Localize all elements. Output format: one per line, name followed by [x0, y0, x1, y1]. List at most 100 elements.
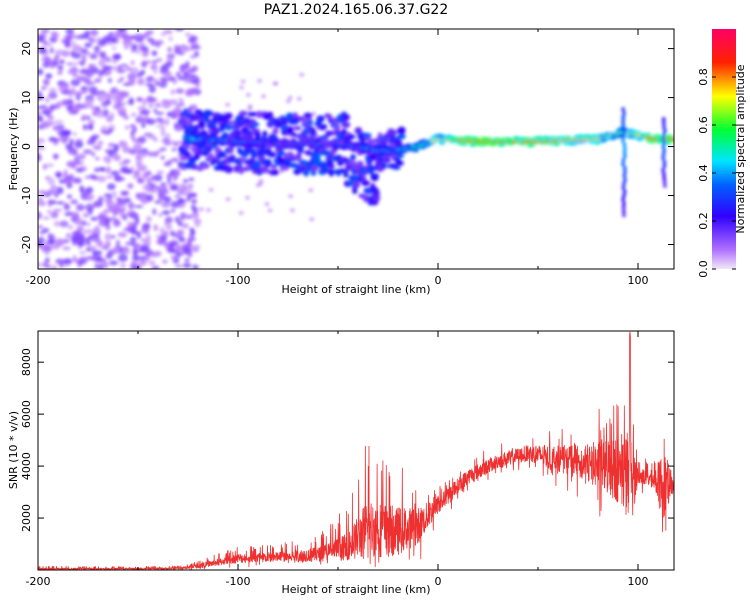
- spike-blob: [622, 173, 627, 178]
- colorbar-tick-label: 0.4: [697, 164, 710, 182]
- noise-blob: [240, 79, 246, 84]
- noise-blob: [83, 229, 94, 234]
- noise-blob: [123, 44, 130, 50]
- noise-blob: [85, 247, 92, 252]
- spike-blob: [621, 138, 625, 143]
- spectral-blob: [272, 170, 279, 175]
- noise-blob: [66, 233, 71, 238]
- spectral-blob: [346, 134, 356, 140]
- noise-blob: [107, 77, 112, 84]
- noise-blob: [170, 201, 181, 208]
- spectral-blob: [183, 151, 192, 157]
- noise-blob: [64, 39, 71, 48]
- noise-blob: [132, 266, 139, 269]
- noise-blob: [148, 260, 156, 265]
- noise-blob: [116, 68, 126, 74]
- noise-blob: [149, 78, 159, 83]
- spectral-blob: [391, 165, 401, 170]
- spectral-blob: [354, 127, 363, 135]
- noise-blob: [105, 99, 112, 106]
- noise-blob: [75, 168, 84, 173]
- noise-blob: [54, 192, 59, 198]
- noise-blob: [162, 259, 168, 264]
- noise-blob: [85, 81, 96, 86]
- noise-blob: [123, 227, 132, 232]
- noise-blob: [153, 137, 158, 142]
- spectral-blob: [363, 133, 372, 138]
- noise-blob: [154, 111, 164, 115]
- noise-blob: [135, 49, 141, 54]
- noise-blob: [49, 47, 54, 54]
- noise-blob: [113, 97, 118, 105]
- noise-blob: [177, 75, 186, 81]
- noise-blob: [38, 236, 45, 244]
- noise-blob: [124, 169, 133, 174]
- noise-blob: [146, 234, 151, 242]
- noise-blob: [42, 261, 48, 268]
- noise-blob: [86, 241, 91, 247]
- noise-blob: [98, 59, 106, 67]
- noise-blob: [72, 74, 79, 78]
- noise-blob: [107, 142, 115, 148]
- spectral-blob: [326, 114, 333, 121]
- spectral-blob: [201, 162, 210, 170]
- noise-blob: [103, 65, 108, 73]
- noise-blob: [162, 210, 171, 215]
- noise-blob: [173, 232, 178, 238]
- noise-blob: [85, 71, 94, 78]
- noise-blob: [117, 29, 128, 33]
- noise-blob: [141, 200, 147, 205]
- noise-blob: [174, 216, 180, 223]
- noise-blob: [62, 89, 72, 95]
- spike-blob: [621, 158, 626, 163]
- spectral-blob: [265, 159, 272, 167]
- noise-blob: [156, 170, 165, 175]
- x-tick-label: -100: [226, 575, 251, 588]
- noise-blob: [188, 192, 198, 198]
- noise-blob: [135, 217, 140, 225]
- noise-blob: [155, 58, 163, 62]
- noise-blob: [165, 61, 173, 68]
- noise-blob: [124, 125, 130, 130]
- noise-blob: [104, 208, 111, 213]
- spike-blob: [623, 177, 627, 182]
- noise-blob: [299, 72, 305, 77]
- noise-blob: [170, 184, 179, 191]
- spectral-blob: [252, 122, 260, 127]
- noise-blob: [65, 143, 74, 151]
- noise-blob: [174, 264, 183, 268]
- noise-blob: [46, 209, 52, 214]
- spike-blob: [621, 162, 625, 167]
- noise-blob: [154, 200, 162, 204]
- noise-blob: [116, 208, 127, 212]
- noise-blob: [308, 188, 314, 193]
- noise-blob: [180, 64, 187, 68]
- noise-blob: [53, 138, 61, 143]
- noise-blob: [119, 210, 125, 219]
- noise-blob: [171, 147, 177, 152]
- noise-blob: [112, 66, 118, 71]
- spike-blob: [622, 142, 627, 147]
- noise-blob: [71, 40, 76, 49]
- spike-blob: [621, 197, 625, 202]
- noise-blob: [127, 183, 134, 189]
- noise-blob: [146, 118, 156, 125]
- spectral-blob: [272, 127, 279, 134]
- noise-blob: [184, 71, 190, 76]
- noise-blob: [78, 256, 88, 265]
- noise-blob: [93, 250, 103, 256]
- noise-blob: [132, 243, 142, 249]
- noise-blob: [96, 257, 107, 263]
- noise-blob: [187, 106, 192, 112]
- noise-blob: [80, 86, 89, 90]
- noise-blob: [187, 67, 195, 75]
- noise-blob: [113, 143, 120, 152]
- spike-blob: [663, 128, 667, 133]
- noise-blob: [134, 33, 143, 41]
- noise-blob: [296, 96, 302, 101]
- noise-blob: [41, 29, 47, 36]
- noise-blob: [70, 199, 78, 205]
- spectral-blob: [249, 112, 259, 117]
- noise-blob: [140, 244, 150, 251]
- noise-blob: [97, 214, 106, 221]
